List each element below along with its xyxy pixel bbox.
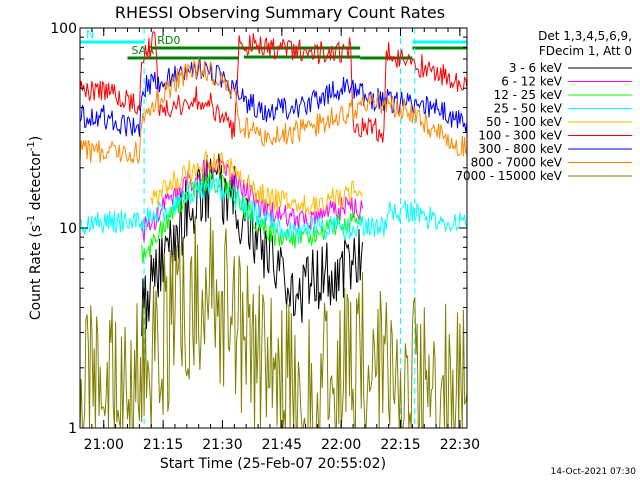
legend-label: 100 - 300 keV — [478, 129, 562, 143]
x-tick-label: 22:00 — [321, 437, 361, 453]
x-tick-label: 22:15 — [380, 437, 420, 453]
y-axis-label: Count Rate (s-1 detector-1) — [26, 136, 44, 320]
flag-label: RD0 — [157, 34, 180, 47]
x-axis: 21:00 21:15 21:30 21:45 22:00 22:15 22:30 — [84, 28, 480, 453]
series-line — [79, 30, 468, 143]
x-tick-label: 21:15 — [143, 437, 183, 453]
series-line — [79, 59, 468, 137]
y-axis-label-prefix: Count Rate (s — [28, 225, 44, 320]
series-lines — [79, 30, 468, 429]
series-line — [79, 57, 468, 164]
legend: Det 1,3,4,5,6,9, FDecim 1, Att 0 3 - 6 k… — [455, 29, 632, 183]
chart-title: RHESSI Observing Summary Count Rates — [115, 3, 445, 22]
legend-label: 300 - 800 keV — [478, 142, 562, 156]
x-tick-label: 21:45 — [262, 437, 302, 453]
y-tick-label: 10 — [59, 221, 77, 237]
x-tick-label: 21:00 — [84, 437, 124, 453]
x-axis-label: Start Time (25-Feb-07 20:55:02) — [160, 456, 386, 472]
legend-label: 12 - 25 keV — [494, 88, 563, 102]
legend-header-line-1: Det 1,3,4,5,6,9, — [538, 29, 632, 43]
series-line — [150, 150, 363, 216]
generated-timestamp: 14-Oct-2021 07:30 — [551, 467, 637, 477]
legend-label: 7000 - 15000 keV — [455, 169, 562, 183]
legend-label: 50 - 100 keV — [486, 115, 563, 129]
y-axis-label-suffix: ) — [28, 136, 44, 141]
legend-header-line-2: FDecim 1, Att 0 — [539, 44, 632, 58]
flag-label: N — [86, 28, 94, 41]
y-axis-label-mid: detector — [28, 151, 44, 215]
series-line — [79, 176, 468, 245]
legend-label: 25 - 50 keV — [494, 102, 563, 116]
y-axis-label-exp-1: -1 — [26, 215, 37, 225]
legend-label: 3 - 6 keV — [509, 61, 563, 75]
x-tick-label: 22:30 — [440, 437, 480, 453]
x-tick-label: 21:30 — [202, 437, 242, 453]
legend-label: 800 - 7000 keV — [471, 156, 563, 170]
y-axis: 1 10 100 — [50, 21, 467, 437]
y-tick-label: 1 — [68, 421, 77, 437]
legend-label: 6 - 12 keV — [501, 75, 563, 89]
y-tick-label: 100 — [50, 21, 77, 37]
y-axis-label-exp-2: -1 — [26, 141, 37, 151]
